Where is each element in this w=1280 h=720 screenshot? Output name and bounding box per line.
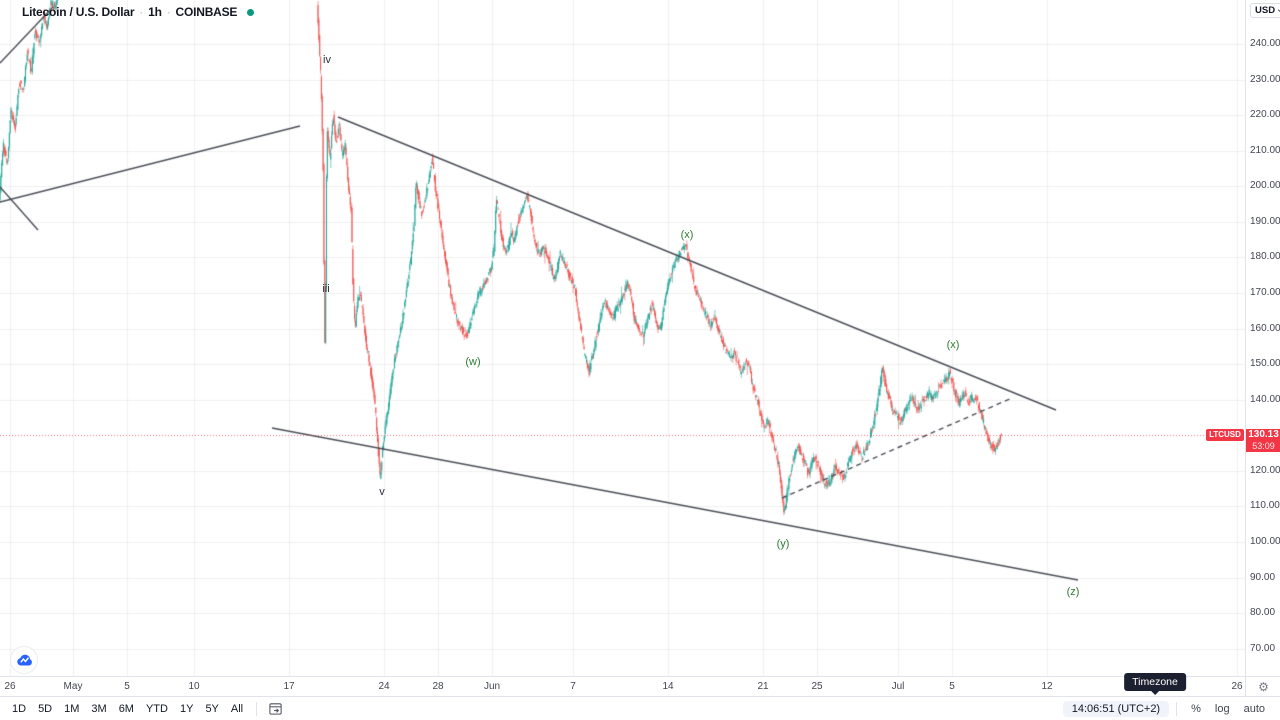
toolbar-divider [256,701,258,716]
time-tick: 24 [378,681,390,692]
currency-toggle-button[interactable]: USD [1250,3,1280,18]
bottom-toolbar: 1D 5D 1M 3M 6M YTD 1Y 5Y All 14:06:51 (UTC+2) % … [0,696,1280,720]
gear-icon[interactable]: ⚙ [1258,680,1269,694]
price-tick: 180.00 [1250,251,1280,263]
range-button-ytd[interactable]: YTD [145,702,168,715]
title-separator: · [166,5,171,19]
currency-label: USD [1255,5,1276,16]
tooltip-text: Timezone [1132,676,1178,688]
range-buttons-group: 1D 5D 1M 3M 6M YTD 1Y 5Y All [6,702,249,716]
time-tick: 12 [1041,681,1053,692]
time-axis[interactable]: 26 May 5 10 17 24 28 Jun 7 14 21 25 Jul 5 12 26 [0,676,1245,697]
wave-label-y[interactable]: (y) [776,538,790,550]
time-tick: Jun [483,681,501,692]
last-price-badge: 130.13 53:09 [1246,428,1280,452]
time-tick: May [63,681,83,692]
cloud-logo-icon [16,654,32,665]
tooltip-caret [1151,691,1159,695]
wave-label-z[interactable]: (z) [1066,586,1080,598]
symbol-title[interactable]: Litecoin / U.S. Dollar · 1h · COINBASE [22,5,255,19]
symbol-name[interactable]: Litecoin / U.S. Dollar [22,5,135,19]
time-tick: 5 [949,681,955,692]
wave-label-x[interactable]: (x) [680,229,694,241]
tradingview-logo[interactable] [10,646,38,674]
wave-label-iv[interactable]: iv [323,54,331,66]
price-axis[interactable]: 240.00 230.00 220.00 210.00 200.00 190.00 180.… [1245,0,1280,676]
title-separator: · [139,5,144,19]
price-tick: 100.00 [1250,536,1280,548]
exchange-label[interactable]: COINBASE [175,5,238,19]
wave-label-iii[interactable]: iii [322,283,330,295]
time-tick: 7 [570,681,576,692]
bar-countdown: 53:09 [1252,440,1275,451]
go-to-date-button[interactable] [264,701,287,716]
timezone-button[interactable]: 14:06:51 (UTC+2) [1062,700,1170,717]
price-tick: 80.00 [1250,607,1276,619]
go-to-date-icon [269,703,282,715]
time-tick: 28 [432,681,444,692]
price-tick: 220.00 [1250,109,1280,121]
price-tick: 120.00 [1250,464,1280,476]
time-tick: 5 [124,681,130,692]
market-status-icon [247,8,255,16]
price-tick: 110.00 [1250,500,1280,512]
price-tick: 190.00 [1250,215,1280,227]
price-tick: 150.00 [1250,358,1280,370]
time-tick: 25 [811,681,823,692]
price-tick: 230.00 [1250,73,1280,85]
wave-label-x[interactable]: (x) [946,339,960,351]
chart-pane[interactable]: (w) (x) (y) (x) (z) iv iii v Litecoin / U.S. Do… [0,0,1245,676]
range-button-3m[interactable]: 3M [91,702,107,715]
price-tick: 70.00 [1250,642,1276,654]
price-tick: 240.00 [1250,38,1280,49]
range-button-1m[interactable]: 1M [64,702,80,715]
time-tick: Jul [891,681,905,692]
price-tick: 160.00 [1250,322,1280,334]
range-button-all[interactable]: All [230,702,244,715]
price-line-flag: LTCUSD [1206,428,1244,441]
time-tick: 26 [4,681,16,692]
range-button-1y[interactable]: 1Y [179,702,194,715]
time-tick: 21 [757,681,769,692]
candlestick-chart-canvas[interactable] [0,0,1245,676]
range-button-1d[interactable]: 1D [12,702,27,715]
last-price-value: 130.13 [1248,428,1279,440]
range-button-5y[interactable]: 5Y [205,702,219,715]
range-button-5d[interactable]: 5D [38,702,53,715]
wave-label-v[interactable]: v [379,486,385,498]
price-tick: 210.00 [1250,144,1280,156]
time-tick: 14 [662,681,674,692]
percent-scale-button[interactable]: % [1191,702,1201,715]
timezone-tooltip: Timezone [1124,673,1186,695]
auto-scale-button[interactable]: auto [1243,702,1265,715]
time-tick: 26 [1231,681,1243,692]
time-tick: 10 [188,681,200,692]
interval-label[interactable]: 1h [148,5,162,19]
wave-label-w[interactable]: (w) [465,356,481,368]
price-tick: 140.00 [1250,393,1280,405]
price-tick: 200.00 [1250,180,1280,192]
range-button-6m[interactable]: 6M [118,702,134,715]
price-tick: 170.00 [1250,287,1280,299]
toolbar-divider [1176,701,1178,716]
log-scale-button[interactable]: log [1214,702,1230,715]
toolbar-right-group: 14:06:51 (UTC+2) % log auto [1062,700,1280,717]
time-tick: 17 [283,681,295,692]
axis-corner: ⚙ [1245,676,1280,697]
price-tick: 90.00 [1250,571,1276,583]
